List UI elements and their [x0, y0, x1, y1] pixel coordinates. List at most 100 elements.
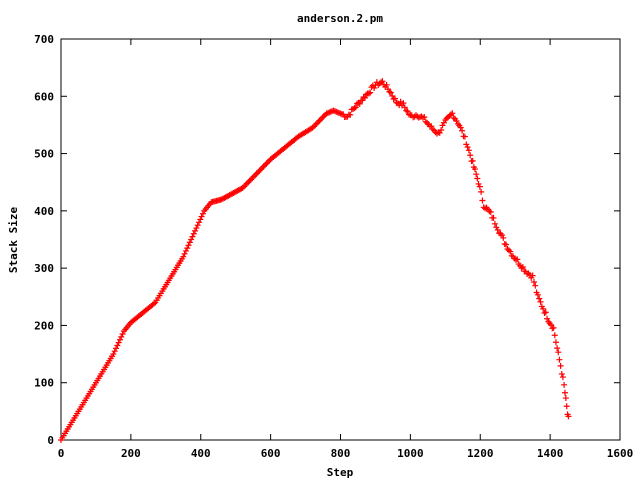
data-point [186, 239, 193, 246]
data-point [118, 333, 125, 340]
data-point [464, 144, 471, 151]
x-tick-label: 0 [58, 447, 65, 460]
data-point [449, 110, 456, 117]
data-point [246, 177, 253, 184]
y-tick-label: 200 [34, 319, 54, 332]
data-point [385, 86, 392, 93]
data-point [316, 117, 323, 124]
chart-title: anderson.2.pm [297, 12, 383, 25]
data-point [450, 114, 457, 121]
x-tick-label: 400 [191, 447, 211, 460]
data-point [503, 241, 510, 248]
data-point [557, 362, 564, 369]
data-points [58, 78, 572, 443]
data-point [116, 336, 123, 343]
data-point [113, 345, 120, 352]
data-point [263, 160, 270, 167]
data-point [494, 226, 501, 233]
data-point [454, 120, 461, 127]
data-point [365, 90, 372, 97]
tick-layer: 0 200 400 600 800 1000 1200 1400 1600 0 100 200 300 4… [34, 33, 633, 460]
data-point [114, 342, 121, 349]
data-point [242, 182, 249, 189]
data-point [421, 114, 428, 121]
data-point [337, 110, 344, 117]
data-point [529, 272, 536, 279]
x-tick-label: 600 [261, 447, 281, 460]
data-point [540, 305, 547, 312]
x-tick-label: 1600 [607, 447, 634, 460]
data-point [319, 114, 326, 121]
data-point [537, 298, 544, 305]
data-point [505, 247, 512, 254]
data-point [182, 247, 189, 254]
data-point [194, 222, 201, 229]
data-point [248, 176, 255, 183]
data-point [487, 209, 494, 216]
data-point [554, 345, 561, 352]
data-point [424, 119, 431, 126]
data-point [473, 171, 480, 178]
data-point [479, 197, 486, 204]
data-point [469, 157, 476, 164]
data-point [500, 234, 507, 241]
data-point [552, 339, 559, 346]
y-tick-label: 0 [47, 434, 54, 447]
data-point [550, 324, 557, 331]
data-point [110, 351, 117, 358]
data-point [189, 233, 196, 240]
data-point [193, 225, 200, 232]
data-point [493, 224, 500, 231]
data-point [197, 216, 204, 223]
data-point [196, 219, 203, 226]
data-point [439, 122, 446, 129]
data-point [379, 78, 386, 85]
data-point [250, 173, 257, 180]
data-point [519, 264, 526, 271]
data-point [486, 208, 493, 215]
data-point [405, 111, 412, 118]
data-point [561, 389, 568, 396]
data-point [457, 124, 464, 131]
data-point [562, 395, 569, 402]
data-point [542, 309, 549, 316]
data-point [532, 282, 539, 289]
data-point [199, 210, 206, 217]
data-point [541, 310, 548, 317]
data-point [561, 381, 568, 388]
y-tick-label: 600 [34, 90, 54, 103]
data-point [253, 170, 260, 177]
data-point [453, 117, 460, 124]
data-point [514, 256, 521, 263]
data-point [476, 183, 483, 190]
data-point [556, 356, 563, 363]
data-point [465, 147, 472, 154]
data-point [312, 121, 319, 128]
data-point [243, 180, 250, 187]
data-point [482, 205, 489, 212]
data-point [320, 113, 327, 120]
data-point [386, 88, 393, 95]
data-point [436, 129, 443, 136]
data-point [249, 174, 256, 181]
data-point [115, 339, 122, 346]
data-point [317, 116, 324, 123]
data-point [403, 107, 410, 114]
data-point [534, 291, 541, 298]
data-point [467, 152, 474, 159]
data-point [490, 214, 497, 221]
x-tick-label: 800 [331, 447, 351, 460]
data-point [438, 126, 445, 133]
data-point [400, 100, 407, 107]
data-point [536, 295, 543, 302]
y-tick-label: 100 [34, 377, 54, 390]
data-point [440, 119, 447, 126]
data-point [401, 104, 408, 111]
data-point [185, 242, 192, 249]
x-tick-label: 1400 [537, 447, 564, 460]
plot-frame [60, 38, 621, 441]
data-point [551, 332, 558, 339]
data-point [475, 180, 482, 187]
data-point [433, 130, 440, 137]
